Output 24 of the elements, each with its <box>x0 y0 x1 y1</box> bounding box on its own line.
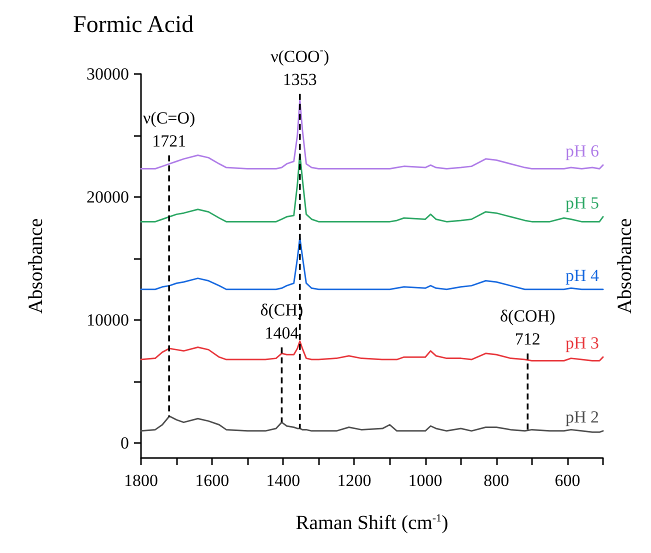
series-label: pH 2 <box>565 407 599 426</box>
y-tick-label: 10000 <box>86 310 129 330</box>
x-tick-label: 1400 <box>266 471 300 490</box>
y2-axis-title: Absorbance <box>614 218 636 314</box>
y-tick-label: 30000 <box>86 64 129 84</box>
x-tick-label: 1600 <box>195 471 230 490</box>
series-label: pH 3 <box>565 334 599 353</box>
x-tick-label: 1800 <box>124 471 158 490</box>
x-tick-label: 1200 <box>337 471 372 490</box>
series-label: pH 4 <box>565 266 600 285</box>
ref-line-label: ν(COO-) 1353 <box>270 44 330 89</box>
ref-line-label: δ(CH) 1404 <box>260 300 304 342</box>
x-tick-label: 1000 <box>408 471 442 490</box>
ref-line-label: ν(C=O) 1721 <box>142 108 196 150</box>
y-tick-label: 0 <box>120 434 129 453</box>
line-series <box>140 99 604 170</box>
x-tick-label: 800 <box>484 471 510 490</box>
series-label: pH 5 <box>565 193 599 212</box>
ref-line-label: δ(COH) 712 <box>500 306 556 349</box>
y-tick-label: 20000 <box>86 188 129 207</box>
y-axis-title: Absorbance <box>25 218 47 314</box>
chart-title: Formic Acid <box>73 12 194 38</box>
x-tick-label: 600 <box>554 471 580 490</box>
series-label: pH 6 <box>565 142 599 161</box>
